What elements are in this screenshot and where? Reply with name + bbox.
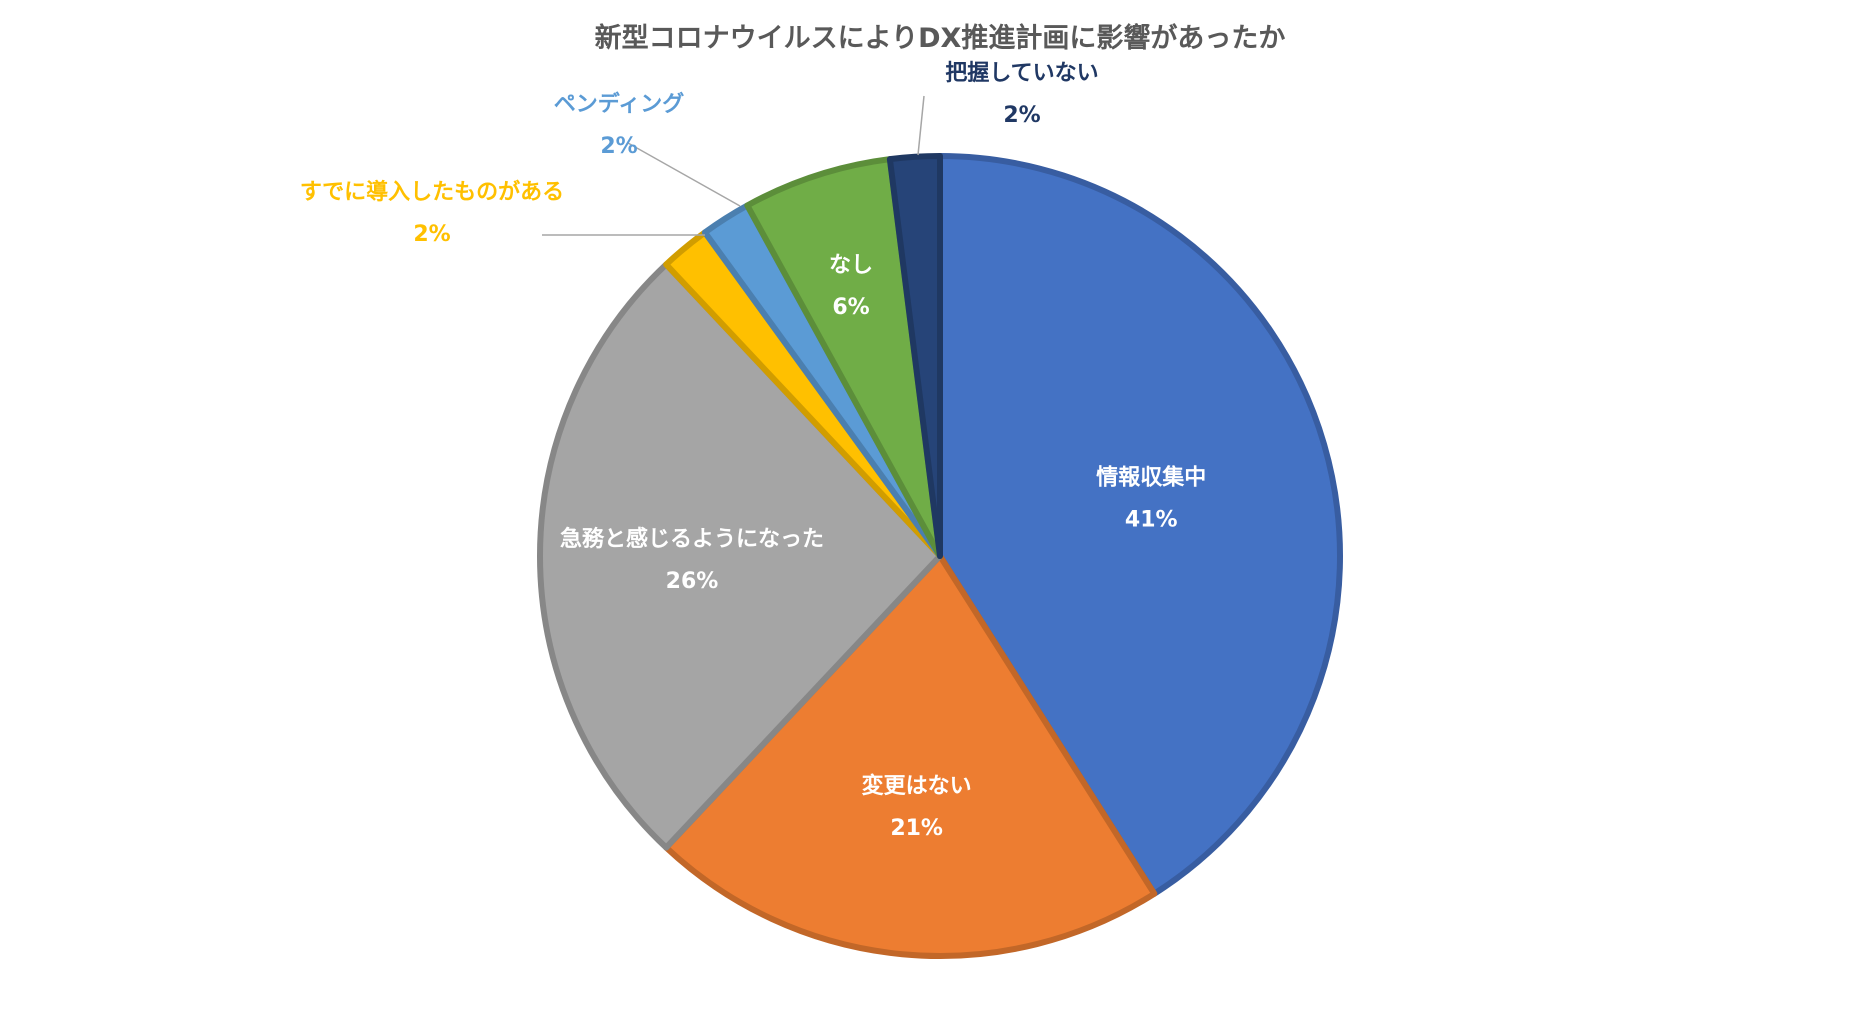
leader-lines — [542, 95, 925, 236]
slice-7-category-label: 把握していない — [945, 60, 1098, 86]
slice-labels: 情報収集中 41% 変更はない 21% 急務と感じるようになった 26% すでに導入したもの… — [300, 60, 1206, 841]
slice-5-category-label: ペンディング — [554, 91, 684, 117]
slice-4-category-label: すでに導入したものがある — [300, 179, 564, 205]
slice-3-value-label: 26% — [666, 569, 719, 594]
slice-2-value-label: 21% — [890, 816, 943, 841]
slice-7-value-label: 2% — [1003, 103, 1040, 128]
pie-slices — [537, 153, 1343, 959]
slice-4-value-label: 2% — [413, 222, 450, 247]
slice-1-category-label: 情報収集中 — [1096, 465, 1206, 491]
slice-6-category-label: なし — [829, 253, 873, 278]
slice-6-wedge — [744, 156, 943, 559]
slice-2-wedge — [663, 553, 1158, 959]
slice-6-value-label: 6% — [832, 295, 869, 320]
slice-2-category-label: 変更はない — [862, 773, 972, 799]
slice-3-category-label: 急務と感じるようになった — [560, 526, 824, 552]
chart-title: 新型コロナウイルスによりDX推進計画に影響があったか — [595, 22, 1286, 54]
slice-7-wedge — [886, 153, 943, 559]
slice-5-leader-line — [627, 142, 741, 207]
slice-1-value-label: 41% — [1125, 508, 1178, 533]
slice-5-value-label: 2% — [600, 134, 637, 159]
slice-7-leader-line — [917, 95, 925, 156]
slice-3-wedge — [537, 261, 943, 851]
